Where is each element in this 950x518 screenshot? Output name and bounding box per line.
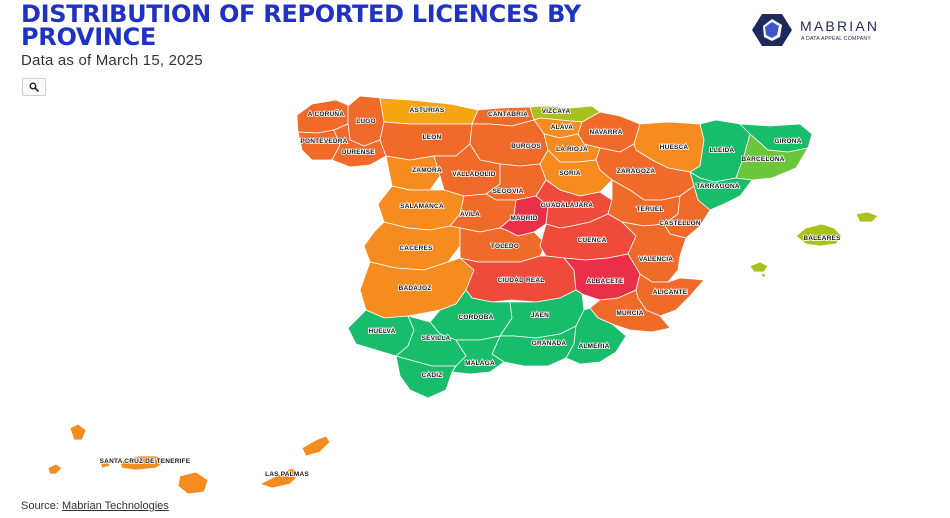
province-label-burgos: BURGOS	[511, 143, 541, 150]
province-label-asturias: ASTURIAS	[410, 107, 445, 114]
province-label-salamanca: SALAMANCA	[400, 203, 444, 210]
province-label-cadiz: CADIZ	[422, 372, 443, 379]
province-label-castellon: CASTELLON	[659, 220, 701, 227]
province-label-cuenca: CUENCA	[577, 237, 606, 244]
province-label-alava: ALAVA	[551, 124, 574, 131]
province-label-murcia: MURCIA	[616, 310, 643, 317]
province-cadiz[interactable]	[395, 355, 457, 399]
province-baleares[interactable]	[795, 223, 843, 247]
province-label-jaen: JAEN	[531, 312, 549, 319]
province-baleares[interactable]	[759, 273, 767, 279]
province-label-a-coruna: A CORUÑA	[308, 109, 344, 118]
province-label-ciudad-real: CIUDAD REAL	[498, 277, 545, 284]
province-label-huesca: HUESCA	[660, 144, 689, 151]
province-label-lugo: LUGO	[356, 118, 376, 125]
province-las-palmas[interactable]	[301, 435, 331, 457]
province-label-cantabria: CANTABRIA	[488, 111, 528, 118]
province-label-barcelona: BARCELONA	[741, 156, 784, 163]
source-link[interactable]: Mabrian Technologies	[61, 500, 169, 512]
province-label-alicante: ALICANTE	[653, 289, 688, 296]
province-label-baleares: BALEARES	[803, 235, 841, 242]
province-label-leon: LEON	[423, 134, 442, 141]
zoom-button[interactable]	[22, 78, 46, 96]
page-subtitle: Data as of March 15, 2025	[21, 52, 203, 69]
province-label-la-rioja: LA RIOJA	[556, 146, 588, 153]
province-label-soria: SORIA	[559, 170, 581, 177]
source-prefix: Source:	[21, 500, 59, 512]
province-label-zaragoza: ZARAGOZA	[617, 168, 656, 175]
province-label-ourense: OURENSE	[341, 149, 375, 156]
source-note: Source: Mabrian Technologies	[21, 500, 169, 512]
province-label-segovia: SEGOVIA	[492, 188, 523, 195]
province-label-guadalajara: GUADALAJARA	[541, 202, 594, 209]
province-label-albacete: ALBACETE	[587, 278, 624, 285]
province-label-las-palmas: LAS PALMAS	[265, 471, 309, 478]
hexagon-logo-icon	[752, 14, 792, 46]
page-title: DISTRIBUTION OF REPORTED LICENCES BY PRO…	[21, 0, 581, 51]
province-label-zamora: ZAMORA	[412, 167, 442, 174]
province-label-badajoz: BADAJOZ	[399, 285, 432, 292]
search-icon	[29, 82, 39, 92]
province-malaga[interactable]	[451, 335, 505, 375]
province-label-huelva: HUELVA	[369, 328, 396, 335]
province-label-tarragona: TARRAGONA	[696, 183, 740, 190]
province-santa-cruz-de-tenerife[interactable]	[69, 423, 87, 441]
province-label-avila: AVILA	[460, 211, 480, 218]
province-label-santa-cruz-de-tenerife: SANTA CRUZ DE TENERIFE	[100, 458, 191, 465]
province-label-sevilla: SEVILLA	[422, 335, 451, 342]
province-almeria[interactable]	[565, 307, 627, 365]
province-label-caceres: CACERES	[399, 245, 433, 252]
province-baleares[interactable]	[749, 261, 769, 273]
province-label-cordoba: CORDOBA	[459, 314, 494, 321]
province-santa-cruz-de-tenerife[interactable]	[99, 459, 111, 469]
province-label-madrid: MADRID	[510, 215, 537, 222]
brand-tagline: A DATA APPEAL COMPANY	[801, 36, 872, 42]
province-las-palmas[interactable]	[177, 471, 209, 495]
brand-name: MABRIAN	[800, 18, 880, 34]
province-label-valladolid: VALLADOLID	[452, 171, 496, 178]
province-label-granada: GRANADA	[532, 340, 567, 347]
province-pontevedra[interactable]	[297, 129, 341, 161]
brand-logo: MABRIAN A DATA APPEAL COMPANY	[752, 13, 912, 47]
province-label-teruel: TERUEL	[636, 206, 663, 213]
province-label-valencia: VALENCIA	[639, 256, 673, 263]
province-label-girona: GIRONA	[774, 138, 801, 145]
province-label-lleida: LLEIDA	[710, 147, 735, 154]
province-label-navarra: NAVARRA	[590, 129, 623, 136]
province-label-vizcaya: VIZCAYA	[542, 108, 571, 115]
province-label-almeria: ALMERIA	[578, 343, 609, 350]
province-label-toledo: TOLEDO	[491, 243, 519, 250]
province-las-palmas[interactable]	[258, 467, 301, 489]
province-label-pontevedra: PONTEVEDRA	[300, 138, 347, 145]
province-baleares[interactable]	[855, 211, 879, 223]
province-label-malaga: MALAGA	[465, 360, 495, 367]
province-castellon[interactable]	[663, 185, 711, 239]
province-santa-cruz-de-tenerife[interactable]	[47, 463, 63, 475]
province-santa-cruz-de-tenerife[interactable]	[119, 455, 169, 471]
